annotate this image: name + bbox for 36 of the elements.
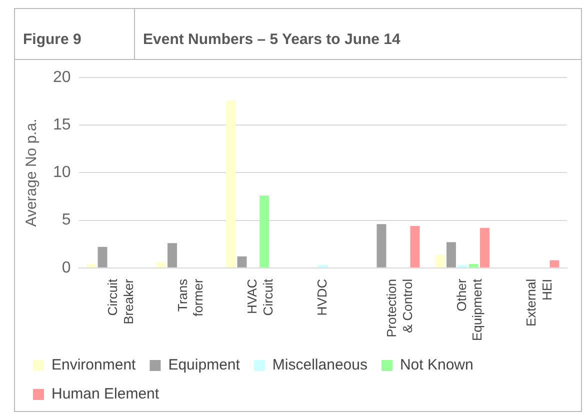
y-tick-label: 5	[62, 212, 71, 229]
bar	[98, 246, 108, 268]
y-tick-label: 10	[53, 164, 71, 182]
x-tick-label: HVAC Circuit	[244, 278, 276, 316]
x-tick-label: Trans former	[174, 278, 206, 316]
x-tick-label: Protection & Control	[384, 278, 415, 338]
x-tick-label: External HEI	[524, 278, 554, 327]
x-tick-label: Circuit Breaker	[105, 278, 136, 324]
bar	[260, 196, 270, 268]
bar	[458, 264, 468, 268]
bar	[156, 262, 166, 268]
bar	[168, 243, 177, 268]
chart-subtitle: Figure 9	[15, 9, 135, 59]
x-tick-label: HVDC	[314, 278, 330, 316]
bar	[86, 264, 96, 268]
bar	[410, 226, 420, 268]
legend-label: Environment	[52, 356, 137, 374]
y-tick-label: 0	[62, 259, 71, 276]
legend-label: Not Known	[400, 356, 474, 374]
y-tick-label: 15	[53, 116, 71, 134]
bar	[226, 100, 236, 268]
bar	[237, 256, 247, 268]
legend-label: Human Element	[52, 386, 160, 403]
legend-label: Equipment	[168, 356, 241, 374]
y-tick-label: 20	[53, 69, 71, 86]
bar	[446, 242, 456, 268]
bar	[376, 224, 386, 268]
x-tick-label: Other Equipment	[454, 278, 485, 342]
bar	[435, 254, 445, 268]
bar	[468, 264, 478, 268]
chart-title: Event Numbers – 5 Years to June 14	[142, 30, 400, 50]
bar	[550, 260, 560, 268]
bar	[318, 264, 328, 268]
y-axis-title: Average No p.a.	[23, 118, 40, 227]
bar	[480, 228, 490, 268]
legend-label: Miscellaneous	[272, 356, 368, 374]
